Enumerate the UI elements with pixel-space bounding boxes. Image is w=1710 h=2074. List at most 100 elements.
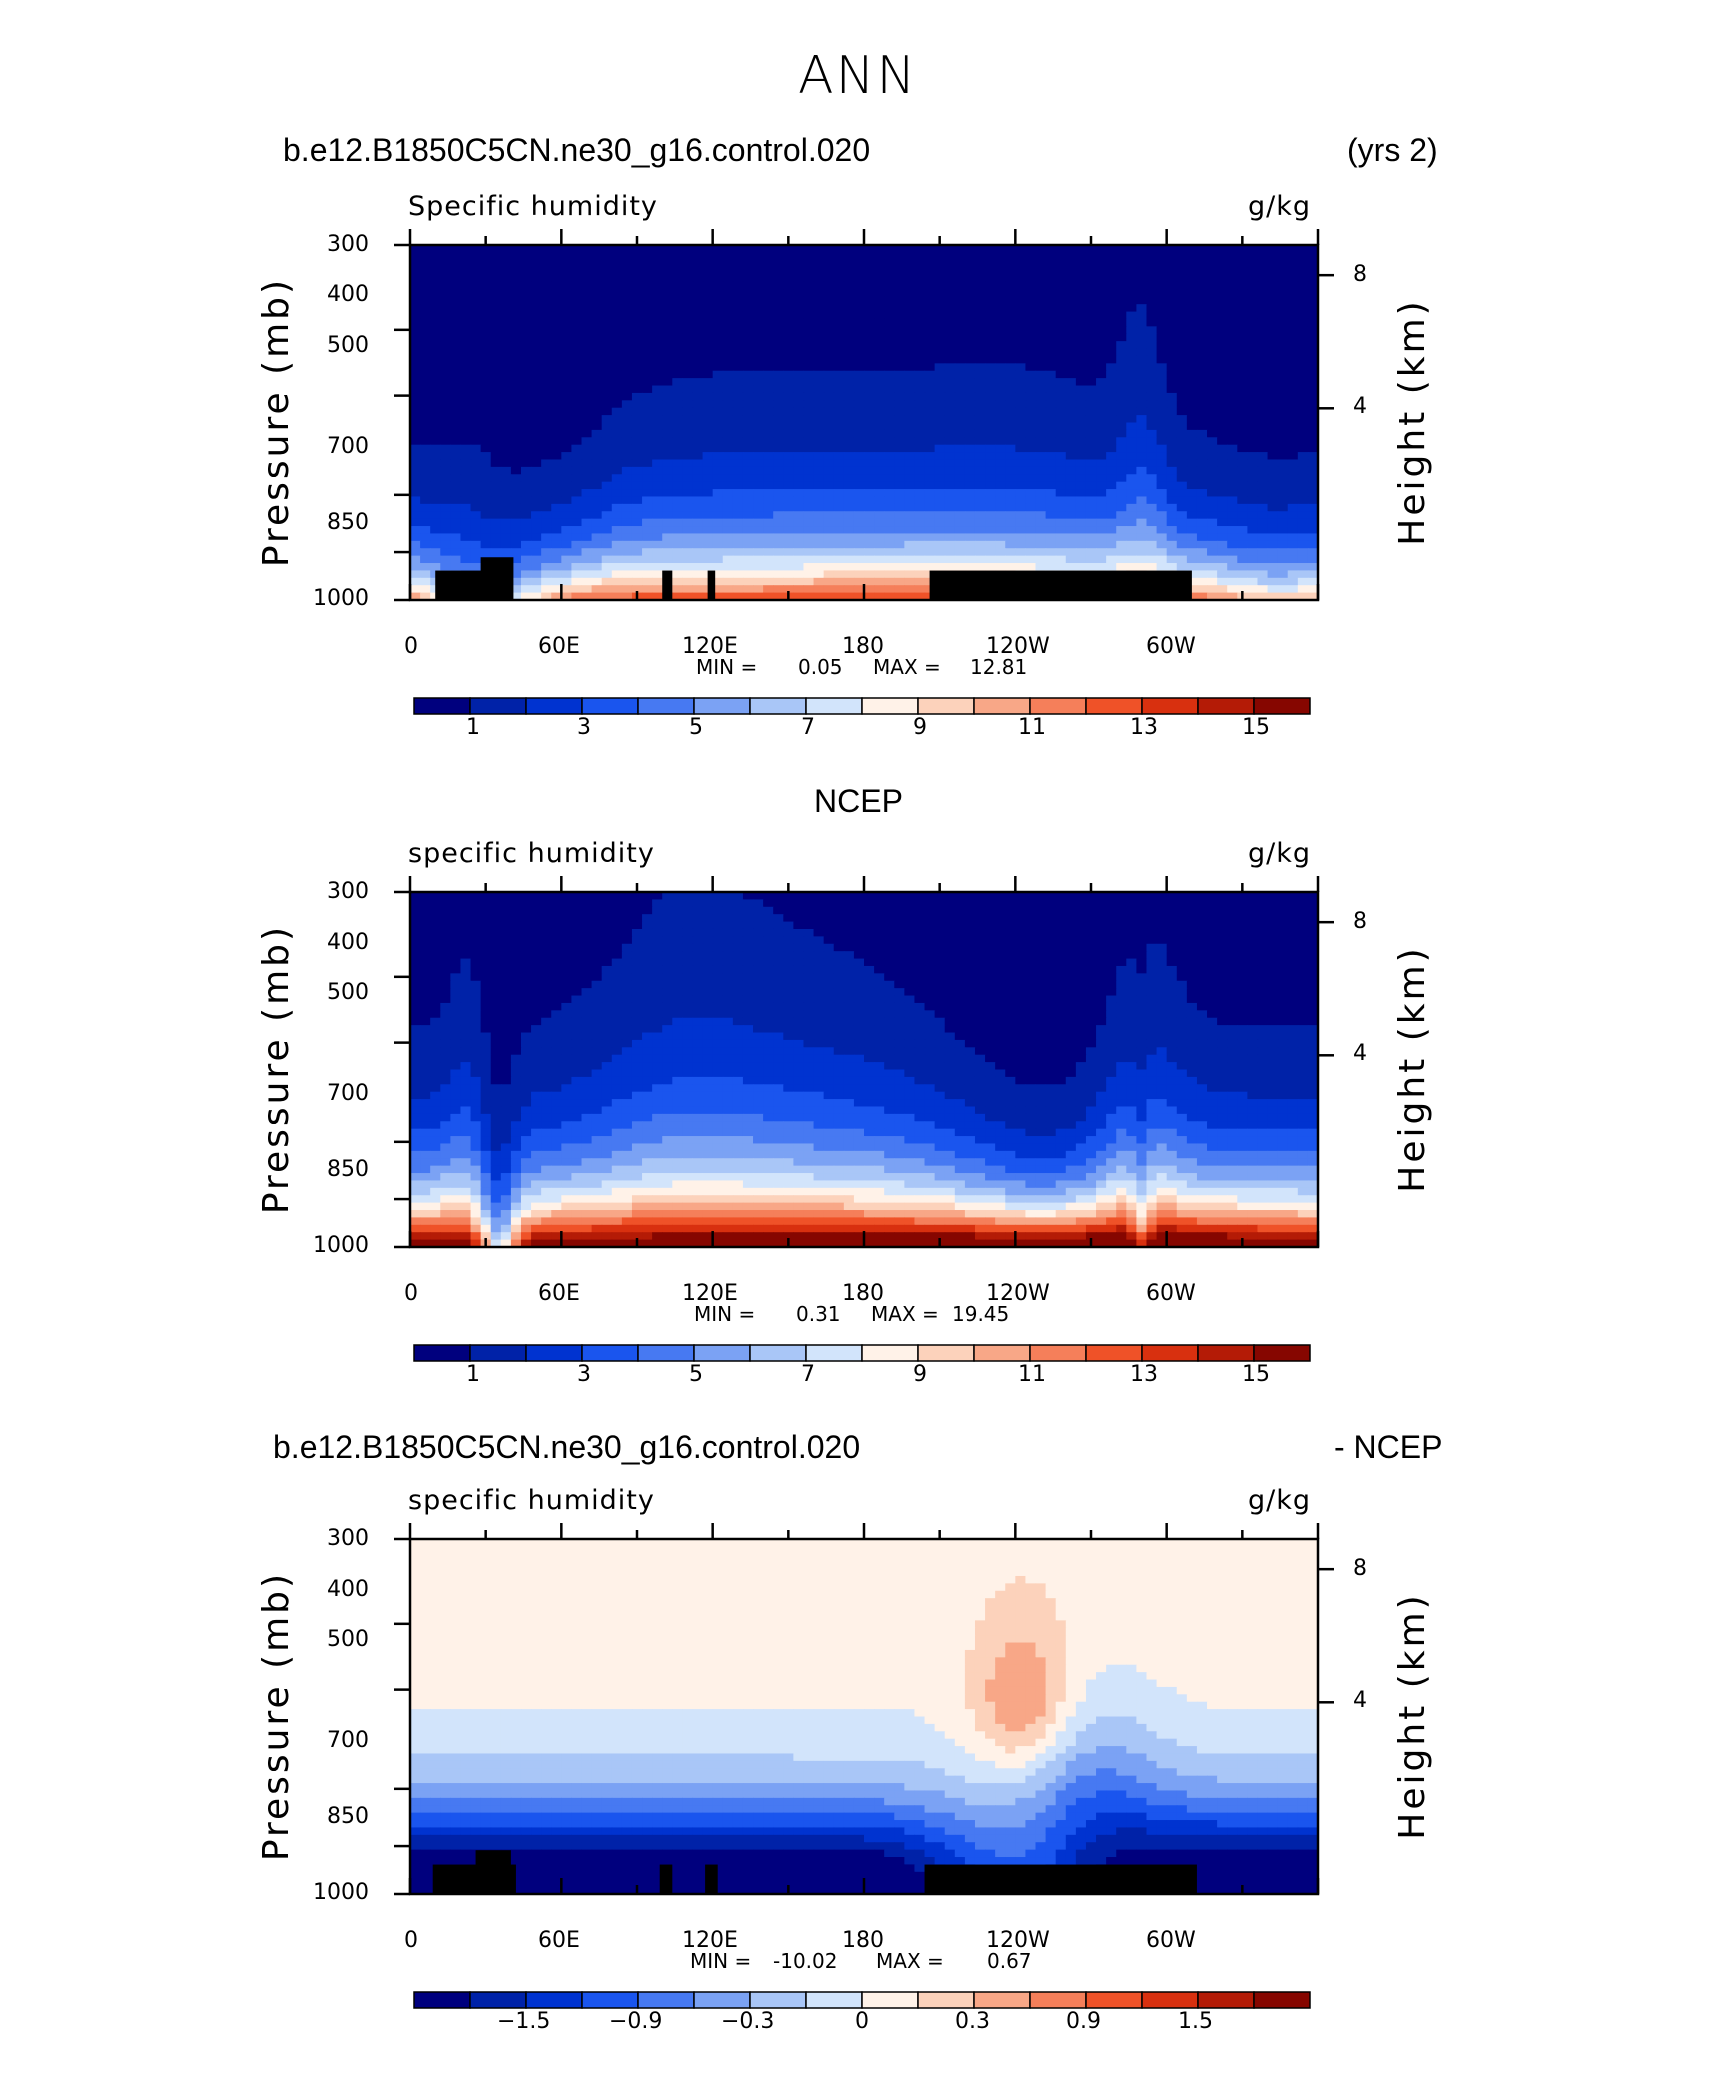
contour-cell (964, 518, 976, 527)
contour-cell (450, 563, 462, 572)
contour-cell (520, 415, 532, 424)
contour-cell (510, 503, 522, 512)
contour-cell (692, 392, 704, 401)
contour-cell (1307, 563, 1319, 572)
contour-cell (1237, 563, 1248, 572)
contour-cell (974, 899, 986, 908)
contour-cell (763, 341, 774, 350)
contour-cell (1186, 281, 1198, 290)
contour-cell (551, 281, 562, 290)
contour-cell (510, 540, 522, 549)
contour-cell (561, 592, 573, 601)
contour-cell (1015, 914, 1027, 923)
contour-cell (410, 452, 421, 461)
panel1-cblabel: 11 (1018, 715, 1046, 740)
contour-cell (652, 363, 663, 372)
contour-cell (692, 906, 704, 915)
contour-cell (833, 245, 845, 253)
contour-cell (1096, 899, 1107, 908)
contour-cell (702, 914, 714, 923)
contour-cell (470, 355, 482, 364)
contour-cell (1065, 363, 1077, 372)
contour-cell (662, 318, 673, 327)
contour-cell (410, 585, 421, 594)
contour-cell (985, 540, 996, 549)
contour-cell (500, 378, 512, 387)
contour-cell (763, 378, 774, 387)
contour-cell (1237, 429, 1248, 438)
contour-cell (934, 245, 946, 253)
contour-cell (702, 928, 714, 937)
contour-cell (985, 363, 996, 372)
contour-cell (1227, 563, 1238, 572)
contour-cell (420, 392, 431, 401)
contour-cell (894, 540, 905, 549)
contour-cell (853, 563, 865, 572)
contour-cell (722, 311, 734, 320)
contour-cell (1277, 326, 1289, 335)
contour-cell (450, 378, 462, 387)
contour-cell (1247, 921, 1259, 930)
contour-cell (642, 370, 653, 379)
contour-cell (843, 281, 855, 290)
contour-cell (773, 474, 784, 483)
contour-cell (1267, 274, 1279, 283)
contour-cell (1217, 326, 1228, 335)
contour-cell (722, 518, 734, 527)
contour-cell (823, 318, 835, 327)
contour-cell (874, 899, 885, 908)
contour-cell (1297, 526, 1309, 535)
contour-cell (541, 921, 552, 930)
contour-cell (430, 899, 441, 908)
contour-cell (561, 503, 573, 512)
contour-cell (591, 400, 603, 409)
contour-cell (410, 422, 421, 431)
contour-cell (1035, 311, 1047, 320)
contour-cell (1257, 407, 1269, 416)
contour-cell (692, 444, 704, 453)
terrain-mask (929, 570, 1192, 600)
contour-cell (450, 503, 462, 512)
contour-cell (1257, 585, 1269, 594)
contour-cell (551, 348, 562, 357)
contour-cell (742, 914, 754, 923)
contour-cell (450, 914, 462, 923)
contour-cell (914, 437, 926, 446)
contour-cell (803, 899, 815, 908)
contour-cell (894, 415, 905, 424)
contour-cell (1257, 274, 1269, 283)
contour-cell (1247, 474, 1259, 483)
contour-cell (1297, 444, 1309, 453)
contour-cell (773, 928, 784, 937)
contour-cell (450, 400, 462, 409)
contour-cell (621, 296, 633, 305)
contour-cell (843, 444, 855, 453)
contour-cell (520, 444, 532, 453)
contour-cell (944, 540, 956, 549)
contour-cell (1277, 570, 1289, 579)
contour-cell (1287, 592, 1299, 601)
contour-cell (732, 326, 744, 335)
contour-cell (430, 489, 441, 498)
contour-cell (591, 304, 603, 313)
contour-cell (1106, 363, 1117, 372)
contour-cell (420, 318, 431, 327)
contour-cell (1186, 252, 1198, 261)
contour-cell (914, 289, 926, 298)
contour-cell (682, 326, 694, 335)
contour-cell (1146, 452, 1158, 461)
contour-cell (904, 892, 916, 900)
contour-cell (1297, 289, 1309, 298)
contour-cell (571, 496, 583, 505)
contour-cell (682, 563, 694, 572)
contour-cell (692, 289, 704, 298)
contour-cell (1085, 304, 1097, 313)
contour-cell (621, 540, 633, 549)
contour-cell (1156, 481, 1168, 490)
contour-cell (591, 540, 603, 549)
contour-cell (1005, 555, 1016, 564)
colorbar-box (861, 697, 919, 715)
contour-cell (591, 267, 603, 276)
contour-cell (924, 281, 936, 290)
contour-cell (853, 548, 865, 557)
